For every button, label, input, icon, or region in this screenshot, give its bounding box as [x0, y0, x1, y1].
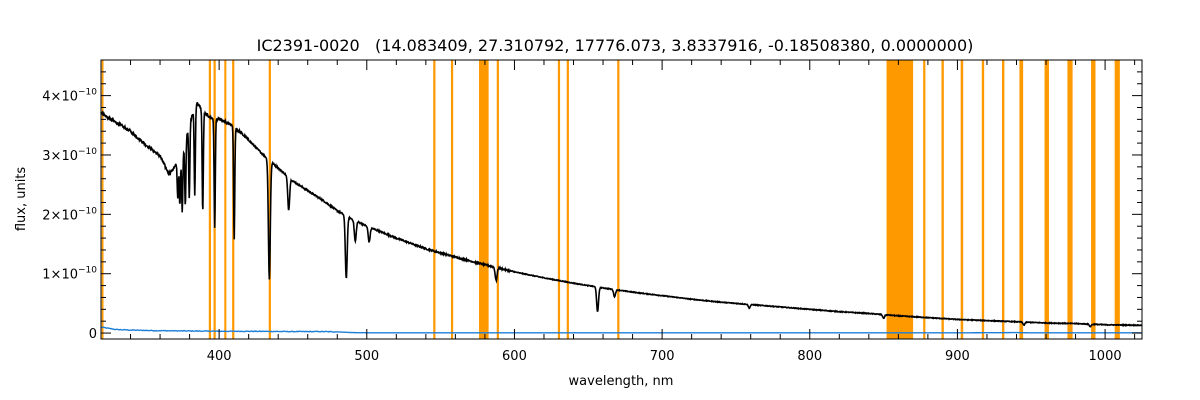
y-tick-label: 4×10−10 — [42, 88, 97, 105]
plot-frame — [100, 59, 1143, 340]
masked-regions — [101, 60, 1120, 339]
masked-region-5 — [268, 60, 271, 339]
y-tick-label: 1×10−10 — [42, 266, 97, 283]
masked-region-9 — [496, 60, 499, 339]
masked-region-19 — [1019, 60, 1024, 339]
x-tick-label: 500 — [354, 349, 379, 364]
masked-region-1 — [208, 60, 212, 339]
x-tick-label: 800 — [797, 349, 822, 364]
x-tick-label: 700 — [650, 349, 675, 364]
masked-region-16 — [960, 60, 964, 339]
masked-region-14 — [923, 60, 926, 339]
masked-region-20 — [1044, 60, 1049, 339]
masked-region-23 — [1114, 60, 1120, 339]
x-axis: 400 500 600 700 800 900 1000 — [130, 60, 1136, 364]
y-axis-label: flux, units — [14, 167, 29, 232]
masked-region-11 — [566, 60, 569, 339]
error-spectrum-line — [100, 326, 1142, 334]
x-tick-label: 1000 — [1089, 349, 1122, 364]
flux-spectrum-line — [100, 101, 1143, 328]
masked-region-8 — [479, 60, 489, 339]
masked-region-15 — [941, 60, 944, 339]
masked-region-10 — [557, 60, 561, 339]
x-tick-label: 600 — [502, 349, 527, 364]
masked-region-18 — [1002, 60, 1005, 339]
y-tick-label: 2×10−10 — [42, 206, 97, 223]
masked-region-0 — [101, 60, 104, 339]
masked-region-3 — [224, 60, 227, 339]
y-tick-label: 3×10−10 — [42, 147, 97, 164]
masked-region-12 — [617, 60, 620, 339]
y-tick-label: 0 — [89, 327, 97, 342]
masked-region-21 — [1067, 60, 1073, 339]
masked-region-6 — [433, 60, 436, 339]
masked-region-17 — [981, 60, 985, 339]
chart-title: IC2391-0020 (14.083409, 27.310792, 17776… — [257, 36, 974, 55]
y-axis: 0 1×10−10 2×10−10 3×10−10 4×10−10 — [42, 71, 1142, 342]
masked-region-22 — [1091, 60, 1096, 339]
x-tick-label: 400 — [207, 349, 232, 364]
masked-region-13 — [886, 60, 914, 339]
x-tick-label: 900 — [945, 349, 970, 364]
series-layer — [100, 101, 1143, 334]
masked-region-7 — [450, 60, 454, 339]
x-axis-label: wavelength, nm — [569, 374, 674, 389]
